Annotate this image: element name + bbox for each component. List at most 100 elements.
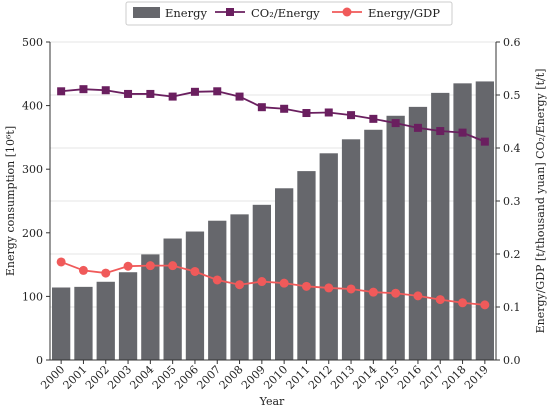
energy-gdp-marker	[346, 284, 356, 294]
x-tick-label: 2016	[395, 363, 424, 392]
co2-energy-marker	[480, 137, 489, 146]
energy-bar	[185, 231, 205, 360]
left-y-tick-label: 200	[22, 227, 43, 240]
legend-frame	[125, 1, 453, 26]
x-tick-label: 2003	[105, 363, 134, 392]
x-tick-label: 2000	[38, 363, 67, 392]
energy-bar	[141, 254, 160, 360]
x-tick-label: 2012	[306, 363, 335, 392]
x-tick-label: 2010	[261, 363, 290, 392]
left-y-axis-label: Energy consumption [10⁶t]	[4, 126, 17, 276]
energy-gdp-marker	[279, 278, 289, 288]
energy-bar	[96, 281, 115, 360]
x-axis-label: Year	[259, 395, 285, 408]
legend-energy-gdp-marker	[342, 7, 352, 17]
right-y-tick-label: 0.0	[503, 354, 521, 367]
x-tick-label: 2015	[373, 363, 402, 392]
right-y-tick-label: 0.6	[503, 36, 521, 49]
energy-gdp-marker	[212, 275, 222, 285]
energy-gdp-marker	[480, 300, 490, 310]
x-tick-label: 2009	[239, 363, 268, 392]
energy-gdp-marker	[368, 287, 378, 297]
co2-energy-marker	[413, 123, 422, 132]
right-y-axis-label: Energy/GDP [t/thousand yuan] CO₂/Energy …	[534, 69, 547, 334]
energy-bar	[297, 171, 316, 360]
co2-energy-marker	[391, 119, 400, 128]
energy-gdp-marker	[235, 280, 245, 290]
x-tick-label: 2014	[350, 363, 379, 392]
co2-energy-marker	[168, 92, 177, 101]
energy-bar	[319, 153, 338, 360]
gridlines	[50, 41, 496, 361]
x-tick-label: 2006	[172, 363, 201, 392]
legend-co2-energy-label: CO₂/Energy	[251, 6, 320, 20]
left-y-tick-labels: 0 100 200 300 400 500	[22, 36, 43, 367]
legend-energy-swatch	[133, 7, 160, 18]
co2-energy-marker	[57, 87, 66, 96]
energy-bar	[431, 92, 450, 360]
co2-energy-marker	[369, 114, 378, 123]
energy-gdp-marker	[413, 291, 423, 301]
co2-energy-marker	[235, 92, 244, 101]
energy-bar	[475, 81, 494, 360]
legend-co2-energy-marker	[226, 8, 234, 16]
co2-energy-marker	[347, 111, 356, 120]
right-y-tick-label: 0.5	[503, 89, 521, 102]
co2-energy-marker	[280, 104, 289, 113]
energy-gdp-marker	[56, 257, 66, 267]
energy-bar	[275, 188, 294, 360]
right-y-tick-label: 0.2	[503, 248, 521, 261]
energy-gdp-marker	[391, 288, 401, 298]
energy-gdp-marker	[123, 261, 133, 271]
right-y-tick-label: 0.1	[503, 301, 521, 314]
series-lines	[56, 85, 490, 310]
energy-bar	[386, 115, 405, 360]
energy-gdp-marker	[301, 281, 311, 291]
energy-bar	[118, 272, 138, 360]
legend-energy-label: Energy	[165, 6, 207, 20]
right-y-tick-label: 0.4	[503, 142, 521, 155]
energy-gdp-marker	[458, 298, 468, 308]
x-tick-label: 2001	[61, 363, 90, 392]
energy-bar	[364, 129, 383, 360]
co2-energy-marker	[436, 127, 445, 136]
legend-energy-gdp-label: Energy/GDP	[368, 6, 440, 20]
x-tick-label: 2005	[150, 363, 179, 392]
x-tick-label: 2007	[194, 363, 223, 392]
x-tick-label: 2004	[127, 363, 156, 392]
energy-bar	[163, 238, 182, 360]
energy-gdp-marker	[257, 277, 267, 287]
co2-energy-marker	[257, 103, 266, 112]
energy-bar	[52, 287, 71, 360]
x-tick-labels: 2000200120022003200420052006200720082009…	[38, 363, 491, 392]
co2-energy-marker	[190, 87, 199, 96]
left-y-tick-label: 100	[22, 290, 43, 303]
legend: Energy CO₂/Energy Energy/GDP	[125, 1, 453, 26]
energy-bar	[453, 83, 472, 360]
x-tick-label: 2017	[417, 363, 446, 392]
x-tick-label: 2018	[440, 363, 469, 392]
energy-gdp-marker	[190, 266, 200, 276]
energy-gdp-marker	[101, 268, 111, 278]
co2-energy-marker	[302, 109, 311, 118]
right-y-tick-label: 0.3	[503, 195, 521, 208]
co2-energy-marker	[146, 89, 155, 98]
x-tick-label: 2013	[328, 363, 357, 392]
left-y-tick-label: 400	[22, 100, 43, 113]
co2-energy-marker	[124, 89, 133, 98]
x-tick-label: 2011	[284, 363, 313, 392]
co2-energy-marker	[458, 128, 467, 137]
co2-energy-marker	[101, 86, 110, 95]
energy-gdp-marker	[435, 295, 445, 305]
energy-bar	[408, 106, 428, 360]
co2-energy-marker	[79, 85, 88, 94]
energy-gdp-marker	[145, 261, 155, 271]
x-tick-label: 2008	[217, 363, 246, 392]
energy-bar	[341, 139, 361, 360]
left-y-tick-label: 0	[36, 354, 43, 367]
energy-gdp-marker	[324, 283, 334, 293]
left-y-tick-label: 500	[22, 36, 43, 49]
energy-bars	[52, 81, 494, 360]
left-y-tick-label: 300	[22, 163, 43, 176]
